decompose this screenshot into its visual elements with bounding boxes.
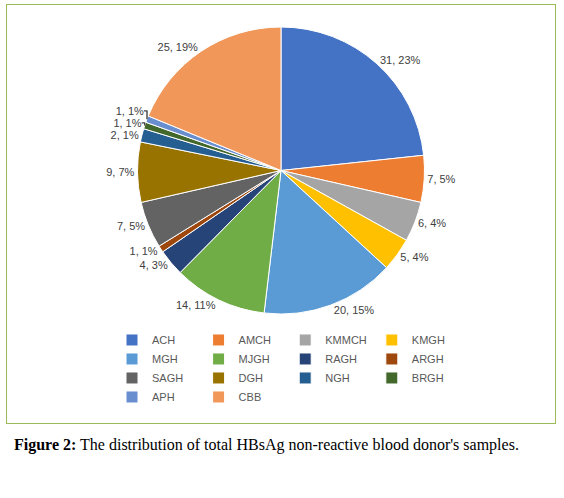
svg-text:BRGH: BRGH (412, 372, 444, 384)
html-text:Figure 2: The distribution of: Figure 2: The distribution of total HBsA… (14, 436, 519, 453)
svg-text:DGH: DGH (239, 372, 264, 384)
svg-text:ACH: ACH (152, 334, 175, 346)
svg-text:KMGH: KMGH (412, 334, 445, 346)
svg-text:NGH: NGH (325, 372, 350, 384)
svg-text:20, 15%: 20, 15% (334, 304, 375, 316)
svg-text:1, 1%: 1, 1% (116, 105, 144, 117)
svg-text:7, 5%: 7, 5% (117, 220, 145, 232)
svg-text:MJGH: MJGH (239, 353, 270, 365)
svg-text:MGH: MGH (152, 353, 178, 365)
svg-text:SAGH: SAGH (152, 372, 183, 384)
svg-text:14, 11%: 14, 11% (176, 299, 216, 311)
svg-text:APH: APH (152, 391, 175, 403)
svg-text:KMMCH: KMMCH (325, 334, 367, 346)
svg-text:RAGH: RAGH (325, 353, 357, 365)
svg-text:4, 3%: 4, 3% (140, 259, 168, 271)
svg-text:ARGH: ARGH (412, 353, 444, 365)
svg-text:CBB: CBB (239, 391, 262, 403)
svg-text:7, 5%: 7, 5% (427, 173, 455, 185)
svg-text:9, 7%: 9, 7% (106, 166, 134, 178)
svg-text:2, 1%: 2, 1% (111, 129, 139, 141)
svg-text:31, 23%: 31, 23% (380, 54, 421, 66)
svg-text:5, 4%: 5, 4% (400, 251, 428, 263)
svg-text:6, 4%: 6, 4% (418, 217, 446, 229)
svg-text:1, 1%: 1, 1% (113, 117, 141, 129)
svg-text:25, 19%: 25, 19% (158, 41, 199, 53)
svg-text:AMCH: AMCH (239, 334, 271, 346)
svg-text:1, 1%: 1, 1% (130, 245, 158, 257)
